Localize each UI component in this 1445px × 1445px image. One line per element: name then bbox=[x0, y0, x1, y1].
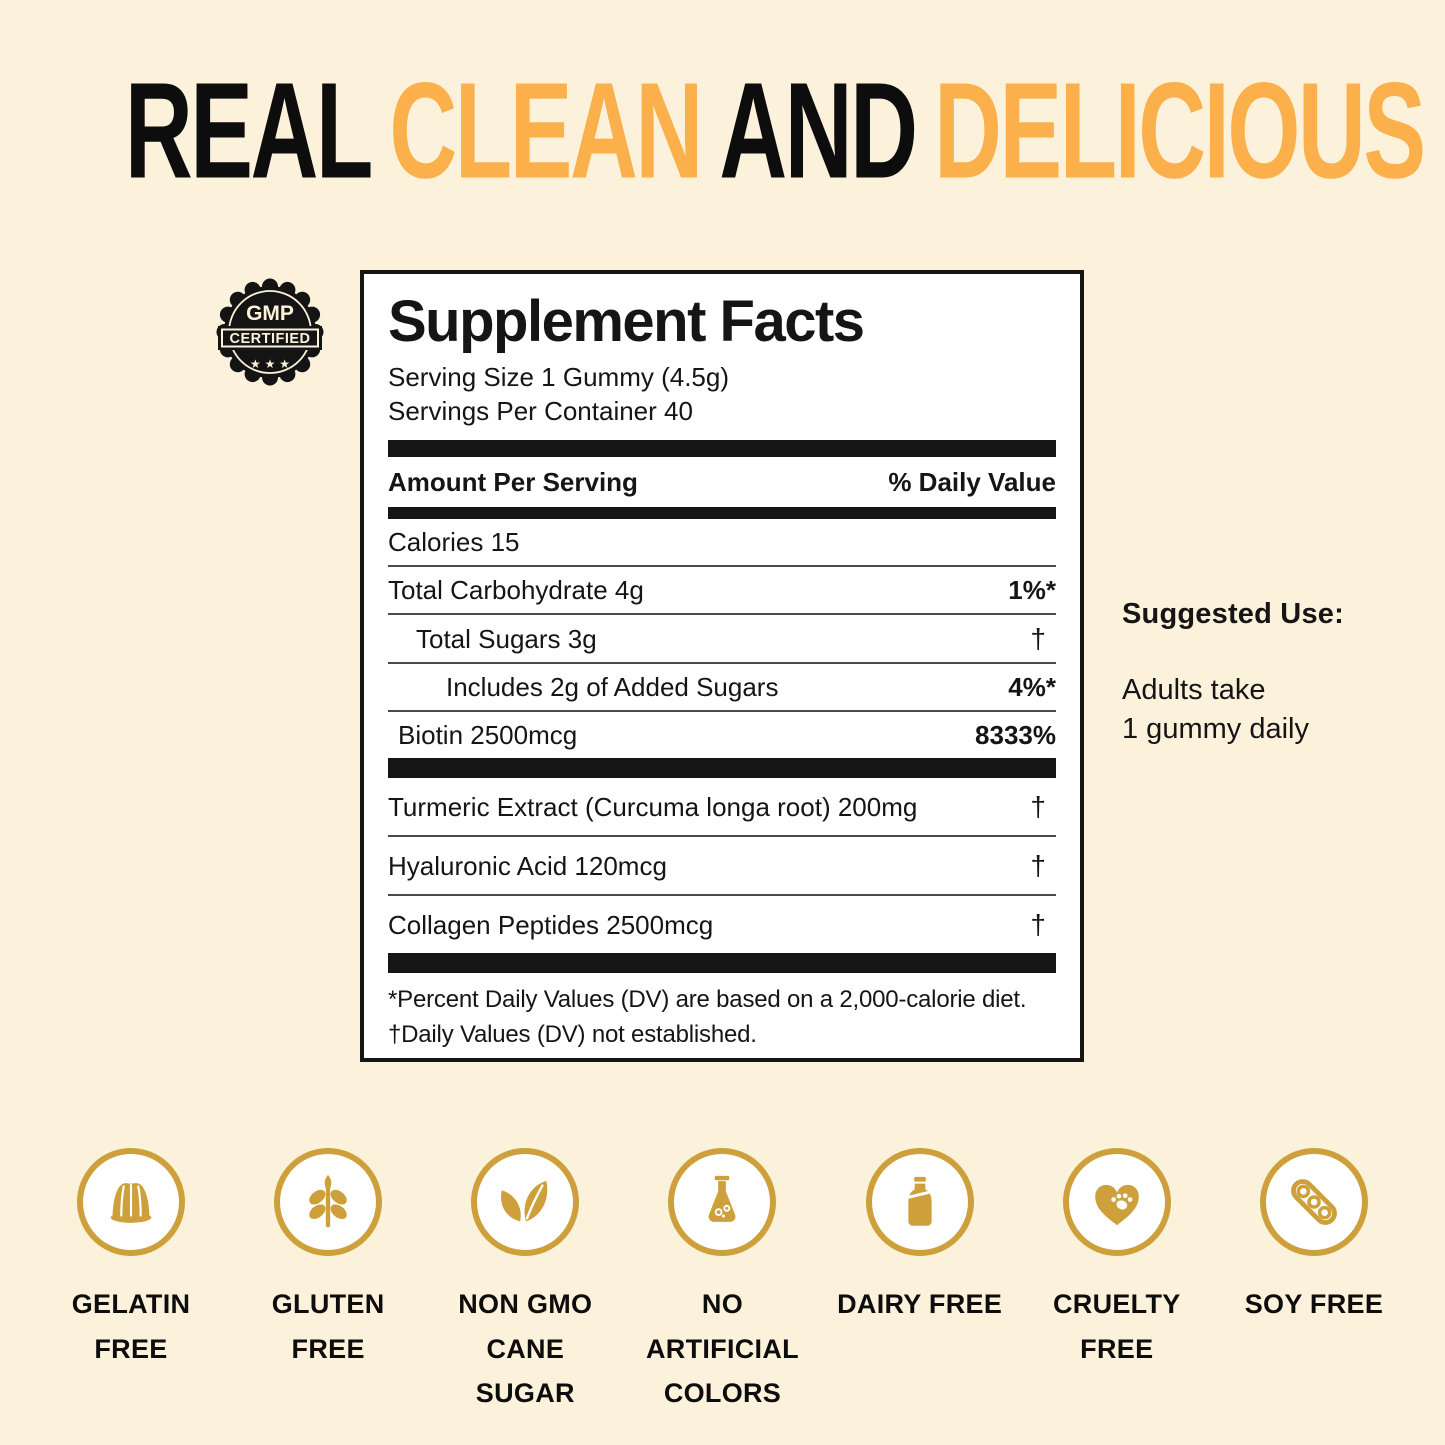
nutrient-name: Total Carbohydrate 4g bbox=[388, 575, 644, 606]
nutrient-row-total-sugars: Total Sugars 3g † bbox=[388, 613, 1056, 662]
nutrient-name: Includes 2g of Added Sugars bbox=[446, 672, 779, 703]
nutrient-value: † bbox=[1030, 850, 1046, 882]
supplement-facts-panel: Supplement Facts Serving Size 1 Gummy (4… bbox=[360, 270, 1084, 1062]
divider-bar bbox=[388, 440, 1056, 458]
gmp-seal-icon: GMP CERTIFIED ★ ★ ★ bbox=[216, 278, 324, 386]
badge-soy-free: SOY FREE bbox=[1221, 1148, 1407, 1416]
suggested-use-text: Adults take 1 gummy daily bbox=[1122, 674, 1309, 746]
badge-label: CRUELTY FREE bbox=[1052, 1289, 1181, 1364]
nutrient-value: 4%* bbox=[1008, 672, 1056, 703]
badge-label: DAIRY FREE bbox=[837, 1289, 1003, 1319]
badge-label: NON GMO CANE SUGAR bbox=[458, 1289, 593, 1409]
serving-size: Serving Size 1 Gummy (4.5g) bbox=[388, 361, 730, 392]
nutrient-row-turmeric: Turmeric Extract (Curcuma longa root) 20… bbox=[388, 778, 1056, 835]
nutrient-name: Hyaluronic Acid 120mcg bbox=[388, 851, 667, 882]
leaves-icon bbox=[471, 1148, 580, 1256]
badge-gelatin-free: GELATIN FREE bbox=[38, 1148, 224, 1416]
badge-cruelty-free: CRUELTY FREE bbox=[1024, 1148, 1210, 1416]
page-title: REAL CLEAN AND DELICIOUS bbox=[116, 52, 1426, 209]
supplement-facts-title: Supplement Facts bbox=[388, 289, 865, 354]
divider-bar bbox=[388, 953, 1056, 974]
daily-value-header: % Daily Value bbox=[888, 467, 1056, 498]
nutrient-name: Total Sugars 3g bbox=[416, 624, 597, 655]
botanical-section: Turmeric Extract (Curcuma longa root) 20… bbox=[388, 778, 1056, 953]
badge-label: GLUTEN FREE bbox=[271, 1289, 385, 1364]
nutrient-row-added-sugars: Includes 2g of Added Sugars 4%* bbox=[388, 662, 1056, 710]
nutrient-row-calories: Calories 15 bbox=[388, 519, 1056, 565]
footnote-daily-values: *Percent Daily Values (DV) are based on … bbox=[388, 986, 1027, 1014]
nutrient-value: 8333% bbox=[975, 720, 1056, 751]
gelatin-icon bbox=[77, 1148, 185, 1256]
headline-word-and: AND bbox=[719, 54, 918, 207]
svg-text:★ ★ ★: ★ ★ ★ bbox=[250, 357, 290, 371]
headline-word-clean: CLEAN bbox=[389, 54, 703, 207]
suggested-use: Suggested Use: Adults take 1 gummy daily bbox=[1122, 598, 1412, 749]
wheat-icon bbox=[274, 1148, 383, 1256]
amount-per-serving-header: Amount Per Serving bbox=[388, 467, 638, 498]
svg-text:CERTIFIED: CERTIFIED bbox=[229, 331, 310, 347]
milk-bottle-icon bbox=[865, 1148, 974, 1256]
badge-no-artificial-colors: NO ARTIFICIAL COLORS bbox=[629, 1148, 815, 1416]
headline-word-delicious: DELICIOUS bbox=[934, 54, 1426, 207]
soy-pod-icon bbox=[1259, 1148, 1368, 1256]
nutrient-name: Biotin 2500mcg bbox=[398, 720, 578, 751]
badge-non-gmo-cane-sugar: NON GMO CANE SUGAR bbox=[432, 1148, 618, 1416]
nutrient-value: † bbox=[1030, 623, 1046, 655]
nutrient-row-hyaluronic: Hyaluronic Acid 120mcg † bbox=[388, 835, 1056, 894]
divider-bar bbox=[388, 758, 1056, 779]
divider-bar bbox=[388, 507, 1056, 520]
flask-icon bbox=[668, 1148, 777, 1256]
free-from-badges: GELATIN FREE GLUTEN FREE bbox=[38, 1148, 1407, 1416]
nutrient-name: Collagen Peptides 2500mcg bbox=[388, 910, 714, 941]
nutrient-name: Turmeric Extract (Curcuma longa root) 20… bbox=[388, 792, 918, 823]
column-header-row: Amount Per Serving % Daily Value bbox=[388, 457, 1056, 507]
gmp-certified-badge: GMP CERTIFIED ★ ★ ★ bbox=[216, 278, 324, 386]
badge-label: GELATIN FREE bbox=[71, 1289, 191, 1364]
servings-per-container: Servings Per Container 40 bbox=[388, 395, 693, 426]
badge-dairy-free: DAIRY FREE bbox=[827, 1148, 1013, 1416]
suggested-use-heading: Suggested Use: bbox=[1122, 598, 1344, 630]
nutrient-value: † bbox=[1030, 791, 1046, 823]
footnote-not-established: †Daily Values (DV) not established. bbox=[388, 1021, 757, 1049]
badge-label: NO ARTIFICIAL COLORS bbox=[645, 1289, 799, 1409]
nutrient-value: 1%* bbox=[1008, 575, 1056, 606]
heart-paw-icon bbox=[1062, 1148, 1171, 1256]
nutrient-row-collagen: Collagen Peptides 2500mcg † bbox=[388, 894, 1056, 953]
headline-word-real: REAL bbox=[124, 54, 374, 207]
svg-text:GMP: GMP bbox=[246, 302, 294, 325]
nutrient-name: Calories 15 bbox=[388, 527, 520, 558]
nutrient-row-carbohydrate: Total Carbohydrate 4g 1%* bbox=[388, 565, 1056, 613]
footnotes: *Percent Daily Values (DV) are based on … bbox=[388, 973, 1056, 1053]
badge-gluten-free: GLUTEN FREE bbox=[235, 1148, 421, 1416]
nutrient-row-biotin: Biotin 2500mcg 8333% bbox=[388, 710, 1056, 758]
nutrient-value: † bbox=[1030, 909, 1046, 941]
badge-label: SOY FREE bbox=[1244, 1289, 1384, 1319]
